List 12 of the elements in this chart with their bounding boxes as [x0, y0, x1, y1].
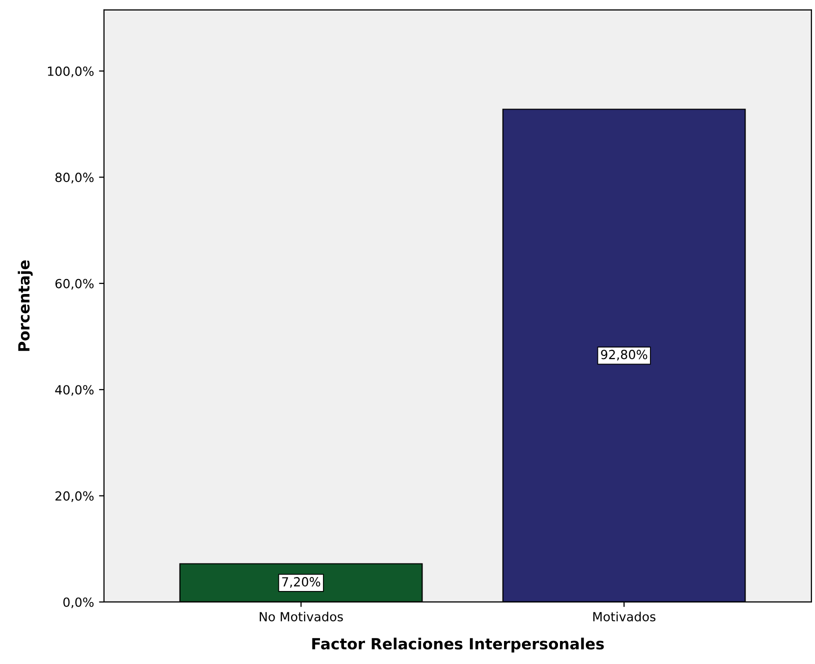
y-tick-label: 40,0%: [55, 385, 94, 396]
data-label: 92,80%: [601, 350, 648, 361]
y-tick-label: 80,0%: [55, 172, 94, 184]
y-tick-label: 0,0%: [63, 597, 94, 608]
x-axis-title: Factor Relaciones Interpersonales: [312, 638, 604, 652]
data-label: 7,20%: [282, 577, 320, 588]
y-tick-label: 60,0%: [55, 278, 94, 290]
y-tick-label: 20,0%: [55, 491, 94, 502]
y-axis-title: Porcentaje: [18, 260, 33, 351]
y-tick-label: 100,0%: [48, 66, 94, 78]
x-tick-label: No Motivados: [260, 612, 343, 622]
x-tick-label: Motivados: [593, 612, 656, 622]
